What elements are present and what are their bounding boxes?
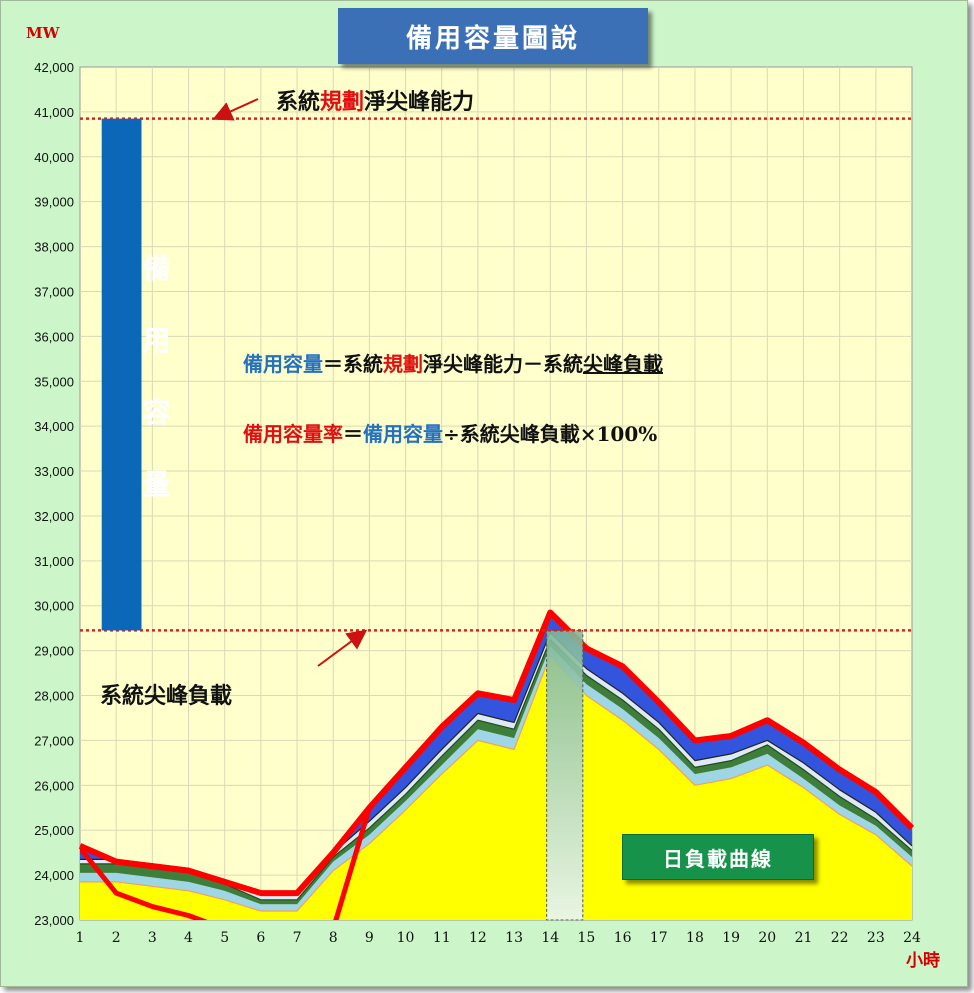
x-axis-unit: 小時 xyxy=(906,951,940,971)
x-tick-label: 3 xyxy=(148,930,157,946)
formula-reserve-rate: 備用容量率＝備用容量÷系統尖峰負載×100% xyxy=(243,418,657,447)
series-line-red xyxy=(78,609,915,897)
y-tick-label: 35,000 xyxy=(34,374,74,389)
x-tick-label: 18 xyxy=(686,930,704,946)
y-tick-label: 39,000 xyxy=(34,195,74,210)
y-tick-label: 31,000 xyxy=(34,554,74,569)
formula2-a: 備用容量率 xyxy=(243,422,343,446)
x-tick-label: 17 xyxy=(650,930,668,946)
formula-reserve-capacity: 備用容量＝系統規劃淨尖峰能力－系統尖峰負載 xyxy=(243,348,663,377)
y-tick-label: 42,000 xyxy=(34,60,74,75)
capacity-annotation-c: 淨尖峰能力 xyxy=(364,90,475,115)
x-tick-label: 15 xyxy=(578,930,596,946)
formula1-e: 尖峰負載 xyxy=(583,352,663,376)
y-tick-label: 29,000 xyxy=(34,644,74,659)
x-tick-label: 20 xyxy=(758,930,776,946)
y-tick-label: 33,000 xyxy=(34,464,74,479)
y-tick-label: 40,000 xyxy=(34,150,74,165)
capacity-arrow xyxy=(212,98,259,121)
x-tick-label: 5 xyxy=(220,930,229,946)
y-tick-label: 26,000 xyxy=(34,778,74,793)
y-tick-label: 28,000 xyxy=(34,689,74,704)
y-tick-label: 41,000 xyxy=(34,105,74,120)
reserve-bar-char: 用 xyxy=(142,324,171,357)
x-tick-label: 13 xyxy=(505,930,523,946)
formula1-c: 規劃 xyxy=(383,352,423,376)
formula2-d: ÷系統尖峰負載×100% xyxy=(443,422,658,446)
x-tick-label: 2 xyxy=(112,930,121,946)
reserve-bar-char: 備 xyxy=(142,252,171,285)
x-tick-label: 10 xyxy=(397,930,415,946)
reserve-bar-char: 容 xyxy=(142,396,171,429)
x-tick-label: 6 xyxy=(256,930,265,946)
overlay-red-line xyxy=(80,807,372,920)
x-tick-label: 8 xyxy=(329,930,338,946)
y-tick-label: 36,000 xyxy=(34,329,74,344)
y-tick-label: 23,000 xyxy=(34,913,74,928)
capacity-annotation-b: 規劃 xyxy=(320,90,365,115)
y-tick-label: 24,000 xyxy=(34,868,74,883)
x-tick-label: 12 xyxy=(469,930,487,946)
reserve-bar-char: 量 xyxy=(142,468,171,501)
y-tick-label: 27,000 xyxy=(34,733,74,748)
peak-highlight xyxy=(546,629,584,921)
x-tick-label: 11 xyxy=(433,930,451,946)
y-tick-label: 32,000 xyxy=(34,509,74,524)
y-tick-label: 38,000 xyxy=(34,240,74,255)
y-tick-label: 30,000 xyxy=(34,599,74,614)
x-tick-label: 14 xyxy=(541,930,559,946)
capacity-annotation: 系統規劃淨尖峰能力 xyxy=(276,84,474,116)
x-tick-label: 23 xyxy=(867,930,885,946)
formula1-d: 淨尖峰能力－系統 xyxy=(423,352,583,376)
y-tick-label: 25,000 xyxy=(34,823,74,838)
x-tick-label: 1 xyxy=(76,930,85,946)
capacity-annotation-a: 系統 xyxy=(276,90,321,115)
reserve-capacity-bar xyxy=(101,118,142,631)
x-tick-label: 22 xyxy=(831,930,849,946)
y-tick-label: 37,000 xyxy=(34,284,74,299)
x-tick-label: 7 xyxy=(293,930,302,946)
formula1-b: ＝系統 xyxy=(323,352,383,376)
formula2-b: ＝ xyxy=(343,422,363,446)
x-tick-label: 19 xyxy=(722,930,740,946)
chart-title: 備用容量圖說 xyxy=(338,8,648,64)
x-tick-label: 4 xyxy=(184,930,193,946)
peak-load-annotation: 系統尖峰負載 xyxy=(100,684,233,709)
y-tick-label: 34,000 xyxy=(34,419,74,434)
axes: 23,000 24,000 25,000 26,000 27,000 28,000 29,0… xyxy=(34,60,921,946)
series-green-band xyxy=(80,639,912,905)
x-tick-label: 9 xyxy=(365,930,374,946)
x-tick-label: 24 xyxy=(903,930,921,946)
formula2-c: 備用容量 xyxy=(363,422,443,446)
x-tick-label: 16 xyxy=(614,930,632,946)
peak-arrow xyxy=(317,629,368,667)
reserve-layer xyxy=(101,118,142,631)
legend-daily-load-curve: 日負載曲線 xyxy=(622,834,814,880)
series-line-orange xyxy=(80,654,913,912)
formula1-a: 備用容量 xyxy=(243,352,323,376)
series-light-blue-band xyxy=(80,646,912,912)
reserve-bar-label: 備用容量 xyxy=(125,118,188,632)
y-axis-unit: MW xyxy=(26,24,60,42)
x-tick-label: 21 xyxy=(795,930,813,946)
